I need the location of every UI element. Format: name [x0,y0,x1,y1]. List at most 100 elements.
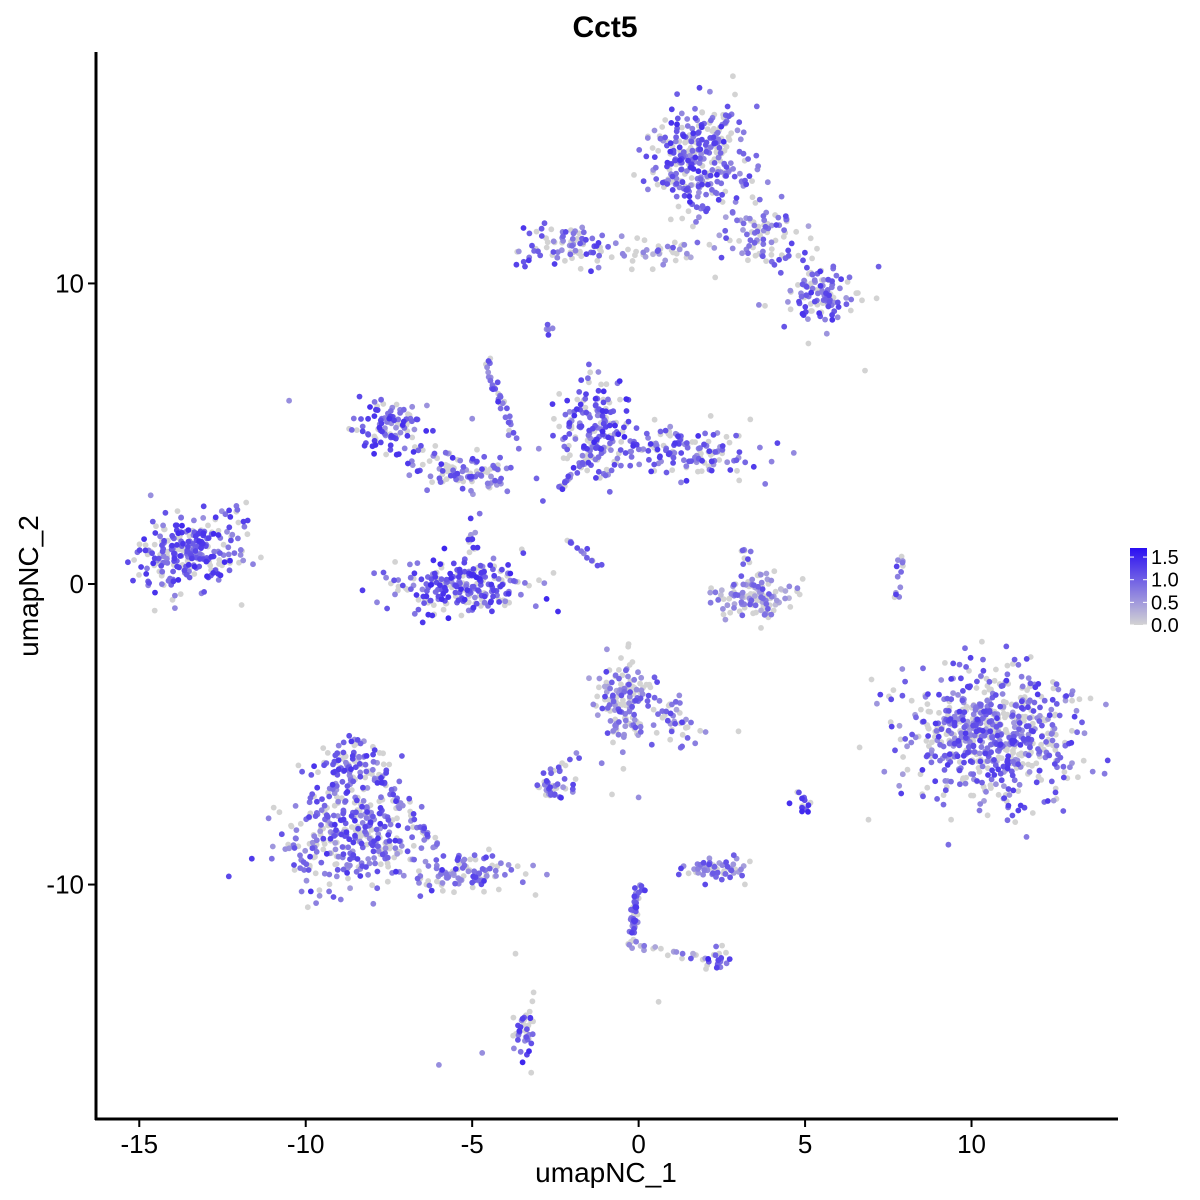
cell-point [598,381,604,388]
cell-point [795,282,801,288]
cell-point [468,571,474,578]
cell-point [700,859,707,866]
cell-point [707,589,714,596]
cell-point [989,767,995,774]
cell-point [314,784,321,791]
cell-point [392,845,399,851]
cell-point [744,231,750,238]
cell-point [760,248,766,255]
cell-point [146,580,153,586]
cell-point [656,697,663,704]
cell-point [965,744,972,750]
cell-point [605,396,611,403]
cell-point [489,853,496,859]
cell-point [712,952,719,959]
cell-point [763,258,769,264]
cell-point [620,765,627,772]
cell-point [570,230,577,237]
cell-point [1053,701,1060,707]
cell-point [399,582,406,589]
cell-point [222,511,229,518]
cell-point [599,232,606,239]
cell-point [973,728,980,735]
cell-point [409,403,416,410]
cell-point [387,442,394,449]
cell-point [536,577,542,584]
cell-point [409,434,416,441]
cell-point [710,134,717,141]
cell-point [681,457,687,464]
cell-point [711,245,718,251]
cell-point [528,1069,535,1076]
cell-point [481,453,488,460]
cell-point [477,472,484,478]
cell-point [746,243,752,249]
cell-point [668,728,675,735]
cell-point [672,257,679,264]
cell-point [522,871,529,877]
cell-point [226,567,233,574]
cell-point [364,809,370,815]
cell-point [428,887,435,894]
cell-point [530,862,536,869]
cell-point [641,947,647,954]
cell-point [393,798,399,805]
cell-point [375,848,382,855]
cell-point [684,250,690,257]
cell-point [467,515,474,522]
cell-point [555,608,561,615]
cell-point [292,803,299,809]
cell-point [477,562,484,569]
cell-point [248,855,255,862]
cell-point [893,591,899,598]
cell-point [304,904,311,911]
cell-point [618,462,624,469]
cell-point [312,870,319,877]
cell-point [1050,685,1057,692]
cell-point [684,735,691,741]
cell-point [562,411,569,418]
cell-point [612,422,618,429]
cell-point [648,741,655,748]
cell-point [668,120,675,126]
cell-point [411,856,417,863]
cell-point [505,419,512,426]
cell-point [877,691,884,698]
cell-point [125,559,131,566]
cell-point [561,776,568,782]
cell-point [562,229,569,235]
cell-point [633,686,640,693]
cell-point [902,736,909,742]
cell-point [358,840,365,847]
cell-point [1039,733,1045,740]
cell-point [359,587,366,594]
cell-point [709,128,716,134]
cell-point [485,369,492,376]
cell-point [820,277,827,283]
cell-point [1079,719,1085,726]
cell-point [174,508,181,514]
cell-point [1075,774,1081,781]
cell-point [543,778,550,784]
cell-point [439,880,446,886]
cell-point [958,675,964,682]
cell-point [541,220,548,227]
cell-point [622,717,629,724]
cell-point [590,249,597,256]
cell-point [372,860,378,867]
cell-point [920,665,926,672]
cell-point [667,423,674,430]
cell-point [574,545,581,551]
cell-point [513,261,520,268]
cell-point [600,399,607,406]
x-axis-label: umapNC_1 [535,1157,677,1188]
cell-point [957,781,963,788]
cell-point [1002,726,1009,733]
cell-point [573,750,580,756]
cell-point [759,586,766,592]
cell-point [660,261,667,268]
cell-point [963,703,970,710]
cell-point [740,220,747,227]
cell-point [625,641,632,647]
